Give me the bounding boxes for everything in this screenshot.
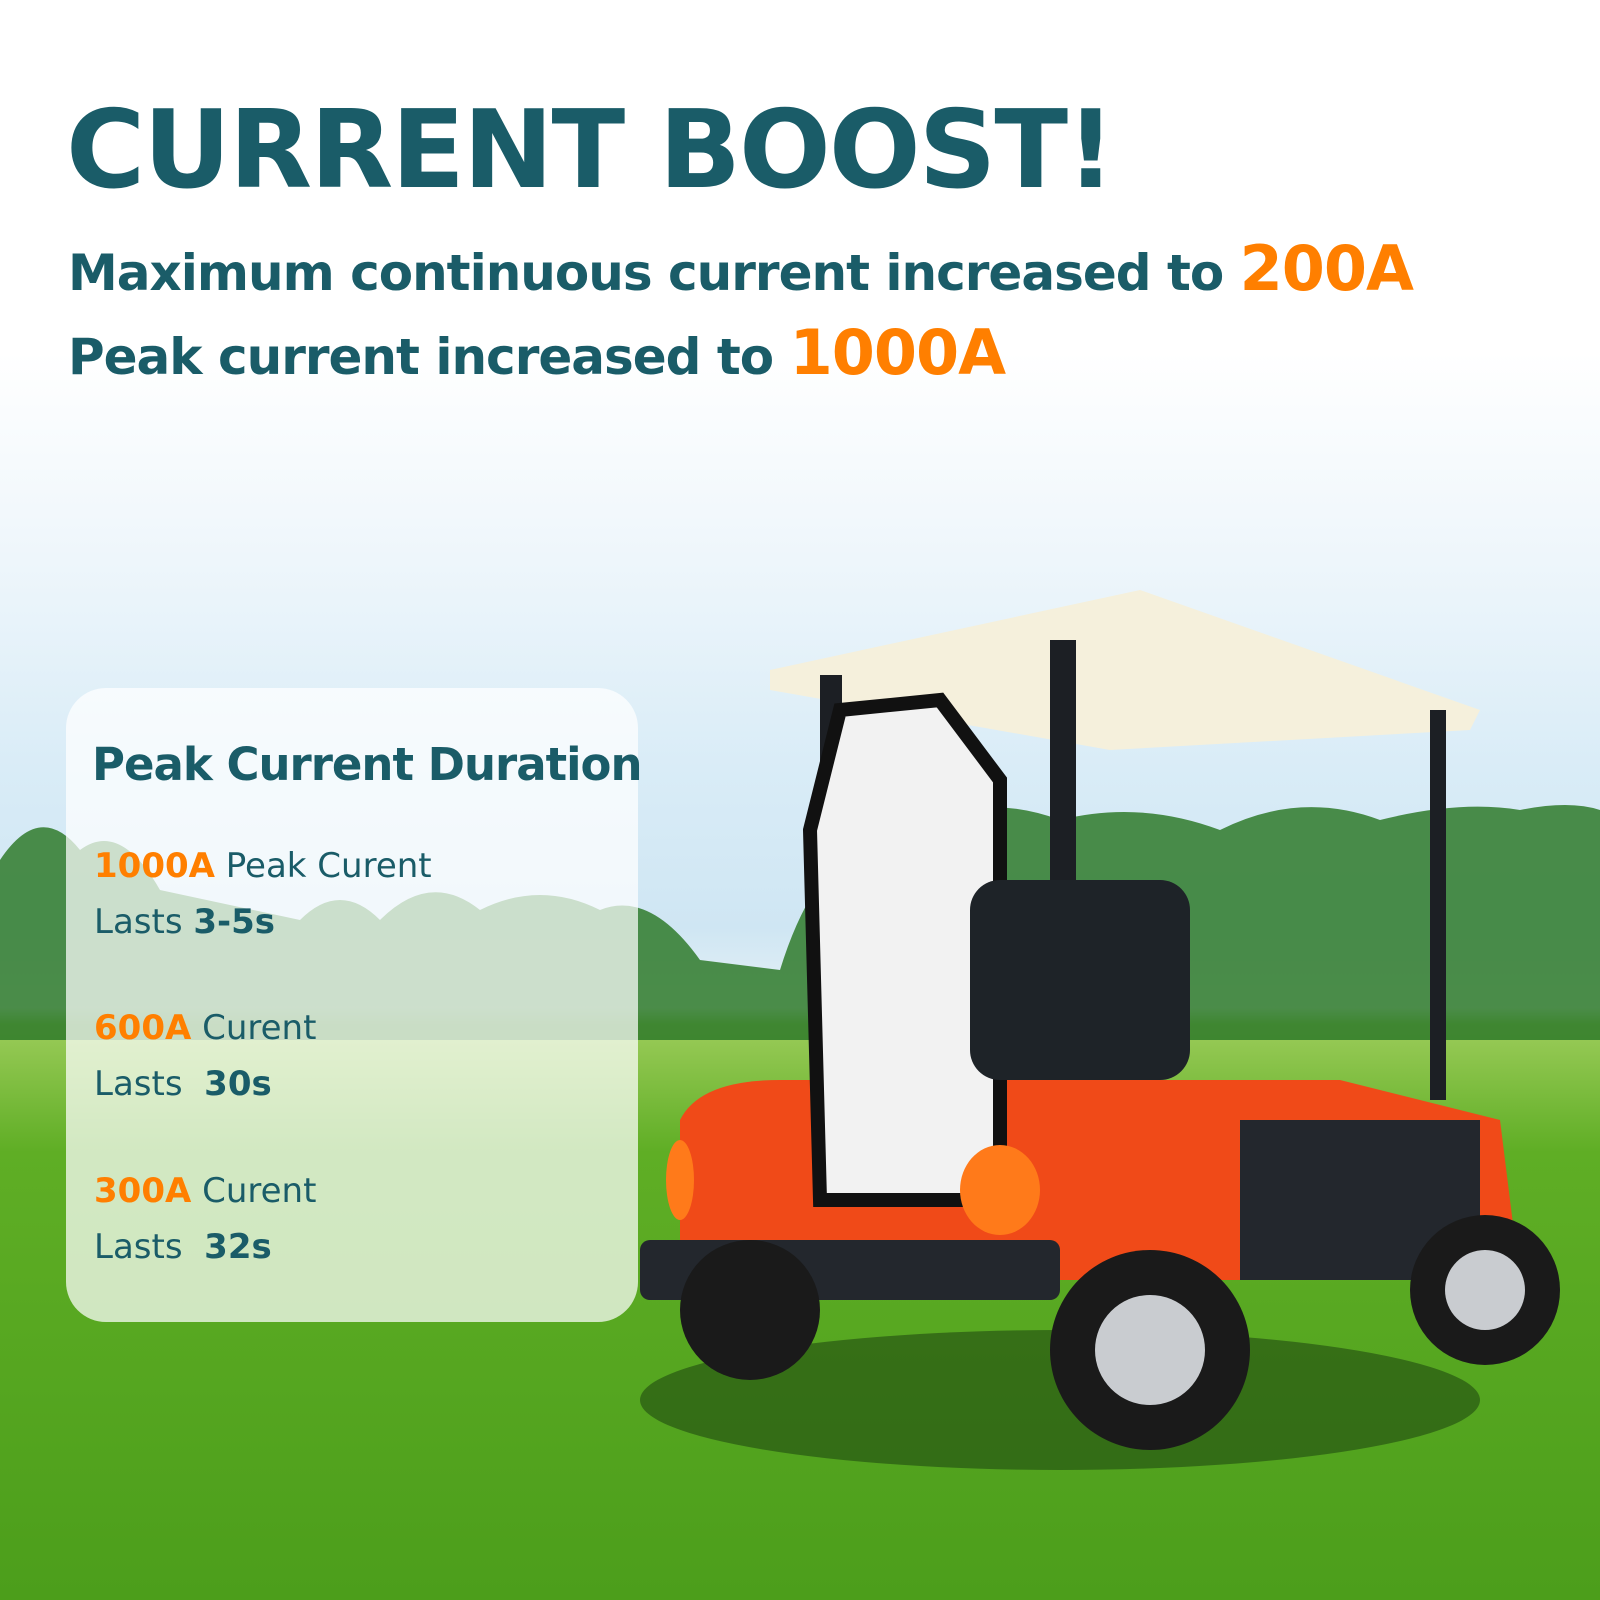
duration-value: 30s [204,1064,272,1104]
card-title: Peak Current Duration [92,738,642,791]
headline: CURRENT BOOST! [66,88,1115,213]
amperage: 300A [94,1171,192,1211]
spec-text: Peak current increased to [68,328,774,386]
duration-value: 32s [204,1227,272,1267]
duration-value: 3-5s [193,902,276,942]
duration-item: 600A Curent Lasts 30s [94,1000,316,1112]
continuous-current-spec: Maximum continuous current increased to … [68,232,1414,305]
current-label: Curent [202,1008,317,1048]
duration-item: 1000A Peak Curent Lasts 3-5s [94,838,432,950]
peak-current-spec: Peak current increased to 1000A [68,316,1007,389]
lasts-label: Lasts [94,1064,183,1104]
peak-current-duration-card: Peak Current Duration 1000A Peak Curent … [66,688,642,1322]
spec-value: 200A [1239,232,1414,305]
spec-text: Maximum continuous current increased to [68,244,1224,302]
lasts-label: Lasts [94,1227,183,1267]
spec-value: 1000A [789,316,1007,389]
current-label: Peak Curent [225,846,432,886]
amperage: 600A [94,1008,192,1048]
golf-cart-image [640,590,1560,1470]
current-label: Curent [202,1171,317,1211]
amperage: 1000A [94,846,215,886]
duration-item: 300A Curent Lasts 32s [94,1163,316,1275]
lasts-label: Lasts [94,902,183,942]
